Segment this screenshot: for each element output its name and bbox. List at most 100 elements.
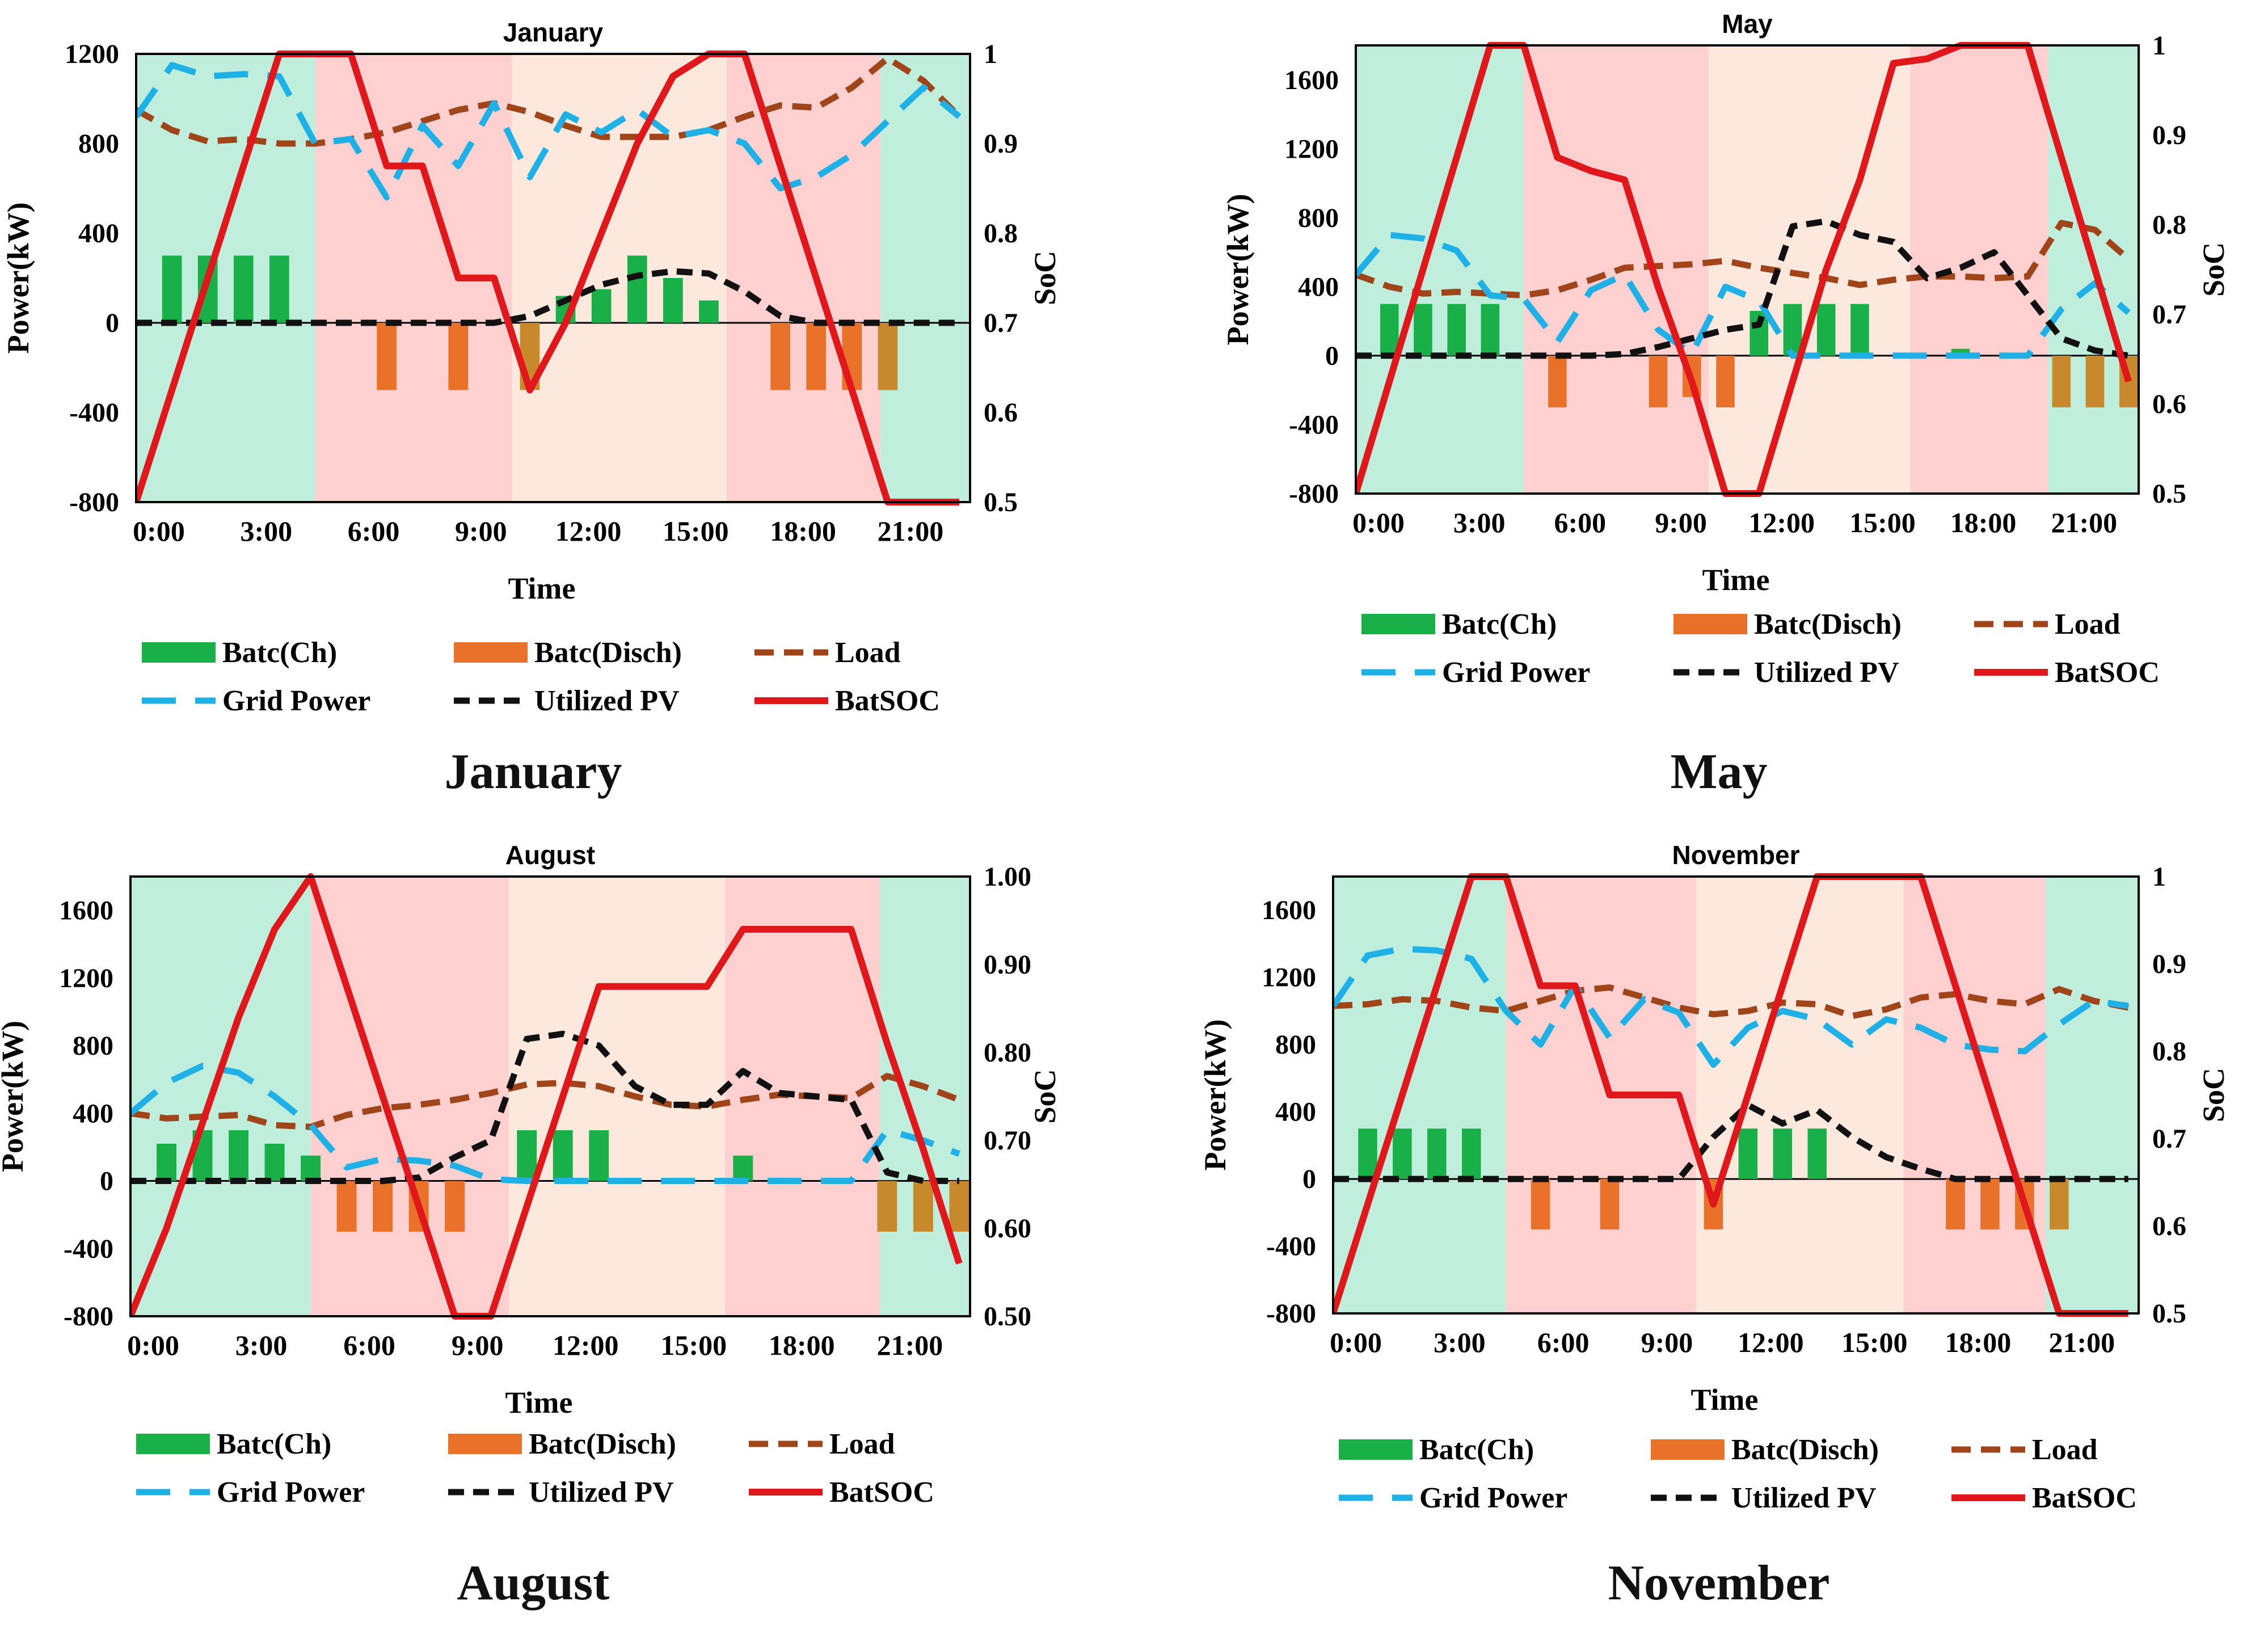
y2-tick-label: 0.6 [984,398,1018,428]
x-tick-label: 15:00 [1849,507,1916,538]
legend-swatch-charge [142,642,216,663]
x-axis-label: Time [1702,563,1770,597]
legend-label-charge: Batc(Ch) [1442,608,1557,641]
series-load-line [130,1073,960,1130]
tariff-band-offpeak [880,54,970,502]
legend-label-grid: Grid Power [217,1476,365,1509]
charge-bar [1358,1128,1377,1180]
caption-august: August [457,1556,610,1611]
y2-tick-label: 1.00 [984,862,1031,892]
discharge-bar [1548,355,1567,408]
y2-tick-label: 0.5 [984,487,1018,517]
charge-bar [157,1143,176,1181]
charge-bar [1481,304,1500,356]
y2-tick-label: 0.6 [2152,1211,2186,1241]
tariff-band-offpeak [1356,45,1524,494]
y2-tick-label: 0.70 [984,1126,1031,1156]
charge-bar [1462,1128,1481,1180]
plot-frame [1355,44,2140,495]
x-tick-label: 3:00 [1453,507,1506,538]
chart-january: January 1200 800 400 0 -400 -800 1 0.9 0.8 0.7 0.6 0… [1,18,1062,717]
chart-title: November [1672,840,1800,870]
discharge-bar [877,1181,897,1232]
series-grid-line [1356,231,2131,359]
legend-label-discharge: Batc(Disch) [529,1428,676,1460]
charge-bar [1414,304,1432,356]
y2-tick-label: 0.8 [2152,1037,2186,1067]
legend: Batc(Ch) Batc(Disch) Load Grid Power Utilize… [136,1428,934,1509]
y2-tick-label: 1 [2152,31,2166,61]
charge-bar [264,1143,285,1181]
chart-november: November 1600 1200 800 400 0 -400 -800 1 0.9 0.8 0.… [1198,840,2231,1514]
legend-label-pv: Utilized PV [529,1476,674,1509]
y-tick-label: 0 [1302,1164,1316,1194]
discharge-bar [878,323,898,390]
tariff-band-midpeak [508,877,726,1316]
x-tick-label: 3:00 [235,1329,288,1361]
legend-label-load: Load [829,1428,895,1460]
y-tick-label: 1600 [1262,895,1316,925]
y2-tick-label: 1 [984,39,997,69]
chart-title: May [1722,9,1773,39]
x-tick-label: 0:00 [1352,507,1405,538]
tariff-band-peak [310,877,509,1316]
series-grid-line [1333,945,2129,1068]
charge-bar [1427,1128,1447,1180]
series-pv-line [136,268,960,326]
y-tick-label: 800 [78,129,119,159]
y2-tick-label: 0.9 [2152,120,2186,150]
charge-bar [162,255,182,323]
y2-tick-label: 0.80 [984,1038,1031,1068]
y2-axis-label: SoC [1028,251,1062,305]
x-tick-label: 9:00 [1655,507,1707,538]
x-tick-label: 3:00 [1434,1326,1486,1358]
x-tick-label: 6:00 [1537,1326,1590,1358]
x-tick-label: 21:00 [2051,507,2117,538]
legend-label-discharge: Batc(Disch) [534,637,682,669]
charge-bar [733,1155,753,1181]
x-axis-label: Time [505,1385,573,1419]
tariff-band-peak [1910,45,2048,494]
legend: Batc(Ch) Batc(Disch) Load Grid Power Utilize… [142,637,940,717]
y2-tick-label: 0.5 [2152,1299,2186,1329]
x-tick-label: 15:00 [660,1329,727,1361]
series-soc-line [130,873,963,1320]
legend-swatch-charge [136,1434,210,1454]
x-tick-label: 21:00 [2049,1326,2115,1358]
x-tick-label: 21:00 [877,1329,943,1361]
legend: Batc(Ch) Batc(Disch) Load Grid Power Utilize… [1361,608,2160,689]
y-tick-label: 400 [1275,1097,1316,1127]
y2-axis-label: SoC [2197,1068,2231,1122]
charge-bar [1816,304,1836,356]
tariff-band-peak [726,54,881,502]
series-pv-line [1333,1102,2128,1182]
discharge-bar [1600,1179,1620,1229]
y-axis-label: Power(kW) [1,203,35,354]
caption-may: May [1670,744,1768,799]
caption-november: November [1608,1556,1830,1611]
discharge-bar [806,323,827,390]
legend-label-grid: Grid Power [1442,656,1590,689]
x-tick-label: 15:00 [1841,1326,1908,1358]
charge-bar [1380,304,1399,356]
discharge-bar [913,1181,933,1232]
charge-bar [589,1130,609,1181]
chart-august: August 1600 1200 800 400 0 -400 -800 1.00 0.90 0.8… [0,840,1062,1509]
charge-bar [229,1130,249,1181]
discharge-bar [448,323,469,390]
x-tick-label: 9:00 [452,1329,504,1361]
legend-label-discharge: Batc(Disch) [1731,1434,1879,1466]
y-tick-label: 1200 [1262,963,1316,993]
y2-tick-label: 0.7 [984,308,1018,338]
x-tick-label: 0:00 [1330,1326,1382,1358]
legend-label-soc: BatSOC [835,685,940,717]
legend-swatch-charge [1339,1439,1413,1460]
y-tick-label: 400 [1298,272,1339,302]
y-tick-label: -400 [1289,410,1339,440]
y-tick-label: 1200 [59,963,113,993]
x-tick-label: 0:00 [133,515,185,547]
y2-axis-label: SoC [2197,242,2231,297]
x-tick-label: 18:00 [769,1329,835,1361]
discharge-bar [2052,355,2071,408]
